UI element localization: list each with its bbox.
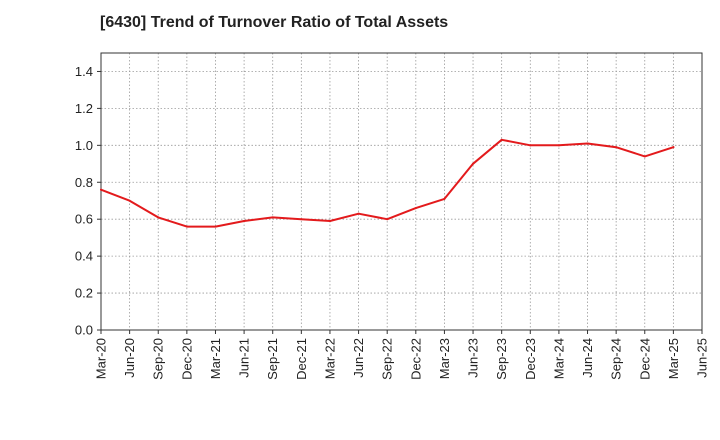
- data-point: [128, 199, 131, 202]
- x-tick-label: Dec-24: [637, 338, 652, 380]
- y-tick-label: 0.0: [75, 323, 93, 338]
- data-point: [529, 144, 532, 147]
- x-tick-label: Dec-23: [523, 338, 538, 380]
- series: [100, 138, 675, 228]
- x-tick-label: Mar-21: [208, 338, 223, 379]
- data-point: [271, 216, 274, 219]
- data-point: [185, 225, 188, 228]
- data-point: [157, 216, 160, 219]
- x-tick-label: Sep-22: [380, 338, 395, 380]
- grid: [100, 53, 703, 331]
- x-tick-label: Jun-23: [466, 338, 481, 378]
- data-point: [243, 220, 246, 223]
- data-point: [357, 212, 360, 215]
- data-point: [214, 225, 217, 228]
- y-tick-label: 1.2: [75, 101, 93, 116]
- x-tick-label: Dec-20: [179, 338, 194, 380]
- y-tick-label: 1.0: [75, 138, 93, 153]
- data-point: [414, 207, 417, 210]
- axes: [97, 52, 703, 334]
- x-tick-label: Dec-21: [294, 338, 309, 380]
- data-point: [557, 144, 560, 147]
- x-tick-label: Jun-22: [351, 338, 366, 378]
- x-tick-label: Mar-23: [437, 338, 452, 379]
- data-point: [100, 188, 102, 191]
- data-point: [472, 162, 475, 165]
- x-tick-label: Sep-23: [494, 338, 509, 380]
- tick-labels: 0.0 0.2 0.4 0.6 0.8 1.0 1.2 1.4 Mar-20 Jun-20 Sep-…: [75, 64, 710, 380]
- x-tick-label: Sep-24: [609, 338, 624, 380]
- y-tick-label: 0.4: [75, 249, 93, 264]
- x-tick-label: Jun-25: [695, 338, 710, 378]
- x-tick-label: Mar-22: [322, 338, 337, 379]
- x-tick-label: Mar-25: [666, 338, 681, 379]
- x-tick-label: Jun-20: [122, 338, 137, 378]
- x-tick-label: Jun-21: [237, 338, 252, 378]
- data-point: [500, 138, 503, 141]
- y-tick-label: 0.2: [75, 286, 93, 301]
- data-point: [300, 218, 303, 221]
- x-tick-label: Sep-20: [151, 338, 166, 380]
- data-point: [672, 146, 675, 149]
- y-tick-label: 0.8: [75, 175, 93, 190]
- data-point: [643, 155, 646, 158]
- x-tick-label: Dec-22: [408, 338, 423, 380]
- y-tick-label: 0.6: [75, 212, 93, 227]
- x-tick-label: Sep-21: [265, 338, 280, 380]
- data-point: [386, 218, 389, 221]
- y-tick-label: 1.4: [75, 64, 93, 79]
- data-point: [443, 197, 446, 200]
- x-tick-label: Mar-20: [94, 338, 109, 379]
- x-tick-label: Mar-24: [551, 338, 566, 379]
- data-point: [586, 142, 589, 145]
- data-point: [328, 220, 331, 223]
- plot-frame: [100, 52, 703, 331]
- data-point: [615, 146, 618, 149]
- chart-title: [6430] Trend of Turnover Ratio of Total …: [100, 14, 449, 31]
- x-tick-label: Jun-24: [580, 338, 595, 378]
